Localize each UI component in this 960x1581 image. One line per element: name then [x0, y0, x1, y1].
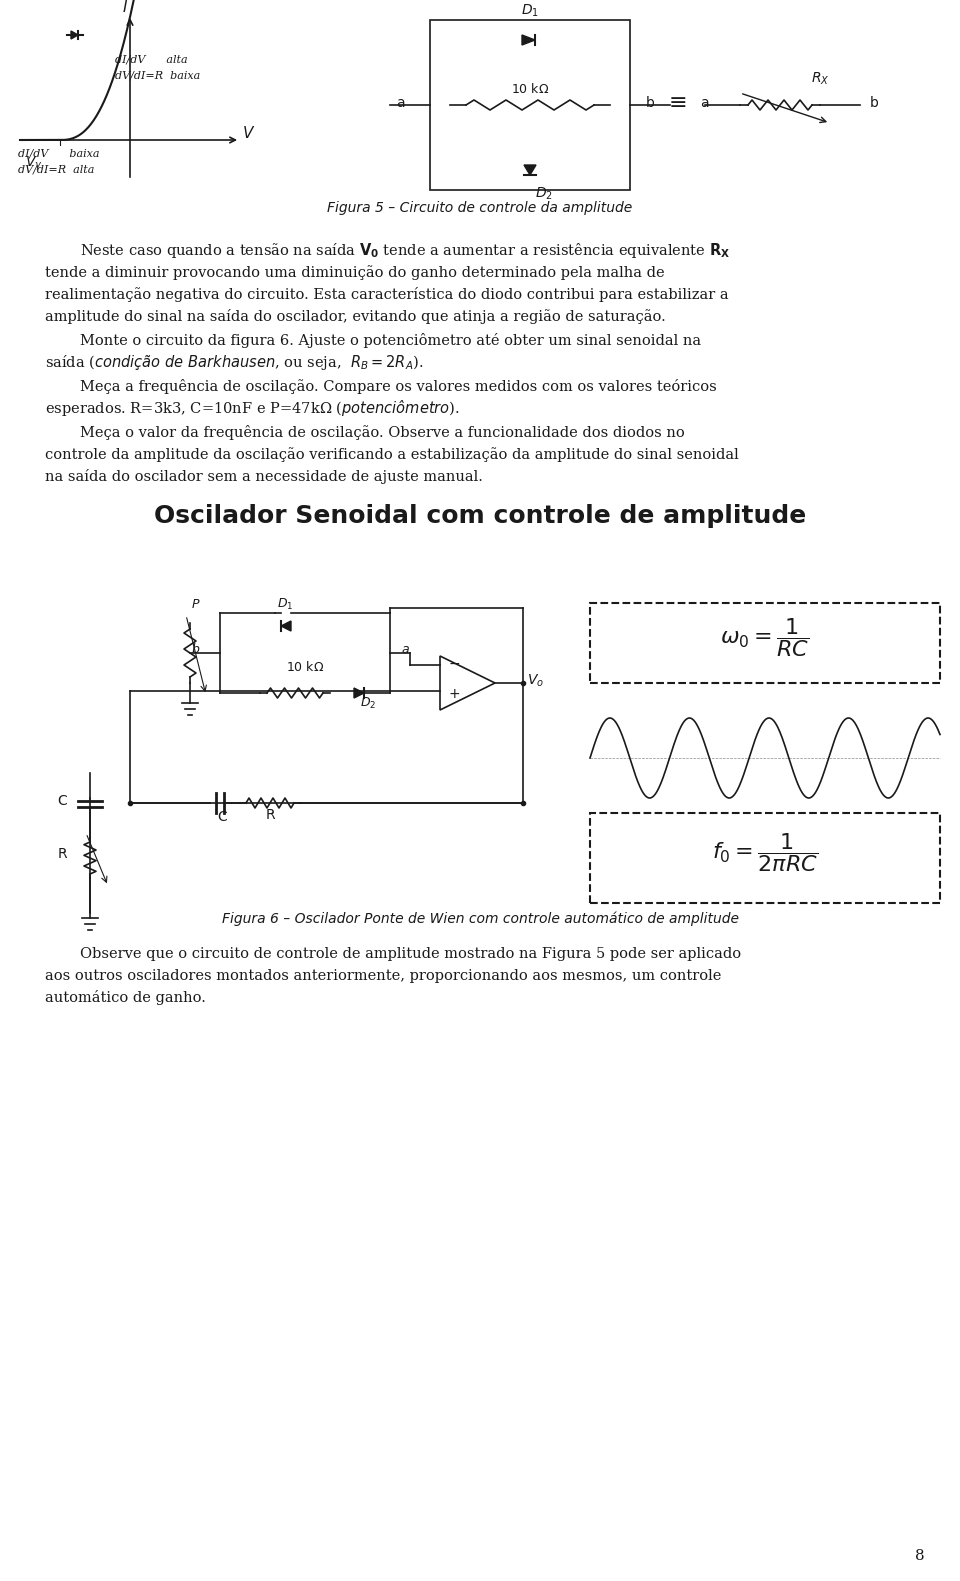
- Text: $D_2$: $D_2$: [360, 696, 376, 711]
- Text: Observe que o circuito de controle de amplitude mostrado na Figura 5 pode ser ap: Observe que o circuito de controle de am…: [80, 947, 741, 961]
- Text: R: R: [265, 808, 275, 822]
- Text: automático de ganho.: automático de ganho.: [45, 990, 205, 1006]
- Text: $+$: $+$: [448, 688, 460, 700]
- Text: Neste caso quando a tensão na saída $\mathbf{V_0}$ tende a aumentar a resistênci: Neste caso quando a tensão na saída $\ma…: [80, 240, 731, 259]
- Text: controle da amplitude da oscilação verificando a estabilização da amplitude do s: controle da amplitude da oscilação verif…: [45, 447, 739, 462]
- Text: aos outros osciladores montados anteriormente, proporcionando aos mesmos, um con: aos outros osciladores montados anterior…: [45, 969, 721, 983]
- Polygon shape: [281, 621, 291, 631]
- Text: dV/dI=R  baixa: dV/dI=R baixa: [115, 70, 201, 81]
- Text: $D_1$: $D_1$: [276, 598, 293, 612]
- Text: dI/dV      baixa: dI/dV baixa: [18, 149, 100, 160]
- Text: $-$: $-$: [448, 656, 460, 670]
- Text: $f_0 = \dfrac{1}{2\pi RC}$: $f_0 = \dfrac{1}{2\pi RC}$: [712, 832, 818, 874]
- Text: esperados. R=3k3, C=10nF e P=47kΩ ($\it{potenciômetro}$).: esperados. R=3k3, C=10nF e P=47kΩ ($\it{…: [45, 398, 460, 417]
- Text: $V_\gamma$: $V_\gamma$: [25, 155, 42, 174]
- Text: Oscilador Senoidal com controle de amplitude: Oscilador Senoidal com controle de ampli…: [154, 504, 806, 528]
- Text: dI/dV      alta: dI/dV alta: [115, 54, 187, 63]
- Text: P: P: [191, 598, 199, 610]
- Text: saída ($\it{condição\ de\ Barkhausen}$, ou seja,  $R_B = 2R_A$).: saída ($\it{condição\ de\ Barkhausen}$, …: [45, 353, 423, 372]
- Text: Monte o circuito da figura 6. Ajuste o potenciômetro até obter um sinal senoidal: Monte o circuito da figura 6. Ajuste o p…: [80, 334, 701, 348]
- Polygon shape: [522, 35, 535, 44]
- Text: 8: 8: [915, 1549, 924, 1564]
- Text: V: V: [243, 126, 253, 141]
- Text: dV/dI=R  alta: dV/dI=R alta: [18, 164, 94, 174]
- Text: $D_1$: $D_1$: [521, 3, 539, 19]
- Bar: [430, 21, 630, 190]
- Text: $D_2$: $D_2$: [535, 187, 553, 202]
- Text: b: b: [870, 96, 878, 111]
- Text: $V_o$: $V_o$: [527, 674, 544, 689]
- Text: 10 k$\Omega$: 10 k$\Omega$: [511, 82, 549, 96]
- Text: na saída do oscilador sem a necessidade de ajuste manual.: na saída do oscilador sem a necessidade …: [45, 470, 483, 484]
- Text: I: I: [123, 0, 128, 14]
- Text: a: a: [401, 643, 409, 656]
- Text: Figura 6 – Oscilador Ponte de Wien com controle automático de amplitude: Figura 6 – Oscilador Ponte de Wien com c…: [222, 912, 738, 926]
- Text: 10 k$\Omega$: 10 k$\Omega$: [286, 659, 324, 674]
- Text: R: R: [58, 847, 67, 862]
- Text: C: C: [217, 809, 227, 824]
- Text: amplitude do sinal na saída do oscilador, evitando que atinja a região de satura: amplitude do sinal na saída do oscilador…: [45, 308, 665, 324]
- Text: C: C: [58, 794, 67, 808]
- Text: Meça a frequência de oscilação. Compare os valores medidos com os valores teóric: Meça a frequência de oscilação. Compare …: [80, 379, 717, 394]
- Text: a: a: [700, 96, 708, 111]
- Polygon shape: [354, 688, 364, 697]
- Text: a: a: [396, 96, 404, 111]
- Text: Figura 5 – Circuito de controle da amplitude: Figura 5 – Circuito de controle da ampli…: [327, 201, 633, 215]
- Text: realimentação negativa do circuito. Esta característica do diodo contribui para : realimentação negativa do circuito. Esta…: [45, 288, 729, 302]
- Text: $\omega_0 = \dfrac{1}{RC}$: $\omega_0 = \dfrac{1}{RC}$: [720, 617, 809, 659]
- Text: b: b: [645, 96, 655, 111]
- Text: tende a diminuir provocando uma diminuição do ganho determinado pela malha de: tende a diminuir provocando uma diminuiç…: [45, 266, 664, 280]
- Text: b: b: [191, 643, 199, 656]
- Text: Meça o valor da frequência de oscilação. Observe a funcionalidade dos diodos no: Meça o valor da frequência de oscilação.…: [80, 425, 684, 440]
- Polygon shape: [71, 32, 78, 40]
- Text: $R_X$: $R_X$: [811, 71, 829, 87]
- Text: $\equiv$: $\equiv$: [663, 92, 686, 111]
- Polygon shape: [524, 164, 536, 175]
